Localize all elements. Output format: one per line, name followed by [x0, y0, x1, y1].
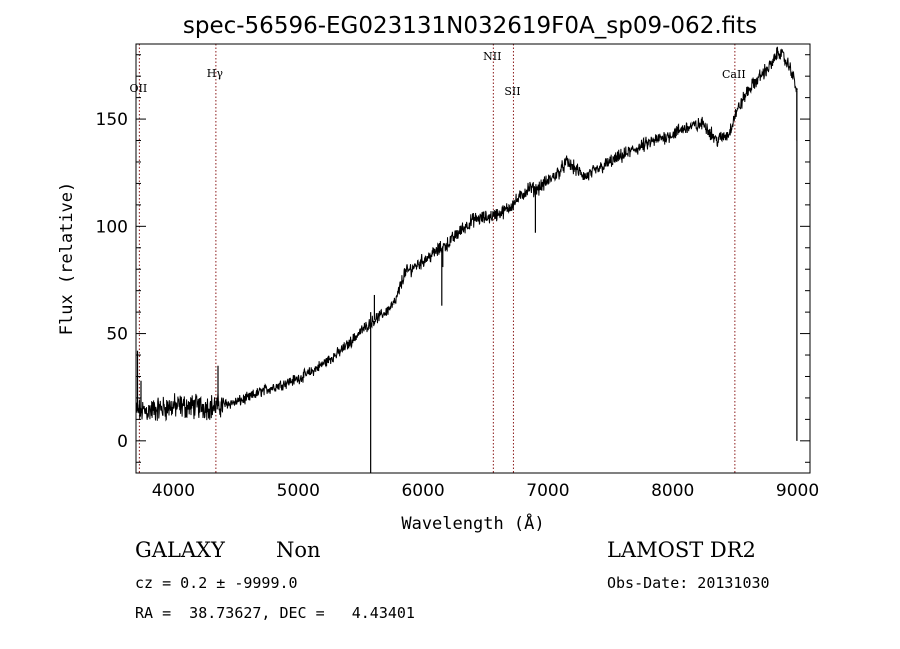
object-subclass: Non [276, 538, 321, 562]
y-axis-label: Flux (relative) [57, 182, 77, 336]
obs-date: Obs-Date: 20131030 [607, 574, 770, 592]
x-axis-label: Wavelength (Å) [401, 512, 544, 534]
y-tick-label: 150 [96, 110, 128, 130]
axis-ticks: 4000 5000 6000 7000 8000 9000 0 50 100 150 [96, 54, 819, 501]
line-label: CaII [722, 68, 746, 81]
x-tick-label: 6000 [401, 481, 444, 501]
y-tick-label: 50 [106, 325, 128, 345]
x-tick-label: 8000 [651, 481, 694, 501]
line-label: OII [130, 82, 148, 95]
redshift-readout: cz = 0.2 ± -9999.0 [135, 574, 298, 592]
coordinates-readout: RA = 38.73627, DEC = 4.43401 [135, 604, 415, 622]
y-tick-label: 100 [96, 217, 128, 237]
chart-title: spec-56596-EG023131N032619F0A_sp09-062.f… [183, 13, 757, 39]
plot-frame [135, 43, 811, 474]
x-tick-label: 9000 [776, 481, 819, 501]
x-tick-label: 7000 [526, 481, 569, 501]
line-label: SII [504, 85, 520, 98]
x-tick-label: 4000 [152, 481, 195, 501]
line-label: Hγ [207, 67, 224, 80]
spectrum-line [135, 46, 798, 422]
y-tick-label: 0 [117, 432, 128, 452]
object-class: GALAXY [135, 538, 225, 562]
series-layer [135, 46, 798, 473]
x-tick-label: 5000 [277, 481, 320, 501]
line-label: NII [483, 50, 501, 63]
survey-label: LAMOST DR2 [607, 538, 756, 562]
